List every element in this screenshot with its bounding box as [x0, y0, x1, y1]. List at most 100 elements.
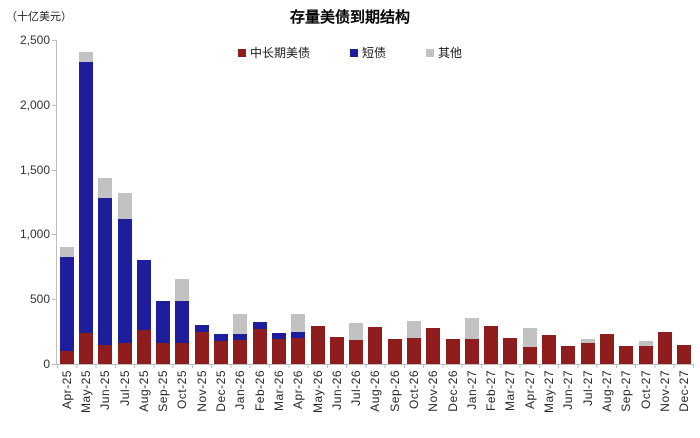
bar-segment	[619, 345, 634, 364]
x-axis-label: Sep-25	[156, 370, 171, 412]
x-axis-label: Jun-27	[561, 370, 576, 410]
bar-segment	[117, 342, 132, 364]
x-label-slot: Jul-27	[578, 370, 597, 406]
bar-slot	[385, 338, 404, 364]
bar-slot	[153, 300, 172, 364]
bar-slot	[597, 333, 616, 364]
x-axis-label: Sep-27	[619, 370, 634, 412]
bar-segment	[175, 342, 190, 364]
x-label-slot: Mar-27	[501, 370, 520, 411]
x-label-slot: Aug-26	[366, 370, 385, 412]
bar-slot	[289, 314, 308, 364]
bar-slot	[327, 337, 346, 364]
bar-segment	[78, 62, 93, 333]
x-axis-label: Jul-26	[349, 370, 364, 406]
y-axis-tick-label: 1,500	[19, 162, 50, 177]
x-label-slot: May-26	[308, 370, 327, 413]
x-label-slot: Dec-25	[211, 370, 230, 412]
x-axis-label: Nov-25	[194, 370, 209, 412]
y-axis-tick	[52, 299, 56, 301]
bar-segment	[349, 323, 364, 340]
bar-slot	[192, 325, 211, 364]
x-label-slot: Aug-25	[134, 370, 153, 412]
bar-slot	[578, 339, 597, 364]
bar-Sep-25	[156, 300, 171, 364]
bar-segment	[368, 327, 383, 364]
x-label-slot: Feb-26	[250, 370, 269, 411]
bar-Aug-27	[599, 333, 614, 364]
y-axis-tick	[52, 169, 56, 171]
x-axis-label: May-25	[78, 370, 93, 414]
bar-segment	[194, 325, 209, 332]
x-axis-label: Nov-27	[657, 370, 672, 412]
bar-segment	[426, 328, 441, 364]
bar-segment	[310, 326, 325, 364]
legend-label: 短债	[361, 46, 386, 60]
bar-slot	[482, 326, 501, 364]
x-label-slot: May-27	[539, 370, 558, 413]
x-label-slot: Dec-27	[675, 370, 694, 412]
bar-segment	[117, 218, 132, 343]
bar-segment	[580, 339, 595, 344]
bar-segment	[580, 343, 595, 364]
bar-Feb-26	[252, 321, 267, 364]
bar-Nov-26	[426, 328, 441, 364]
x-axis-label: Jun-26	[329, 370, 344, 410]
bar-Apr-25	[59, 247, 74, 364]
bar-segment	[464, 338, 479, 364]
bar-slot	[520, 328, 539, 364]
bar-segment	[522, 347, 537, 364]
bar-Jan-26	[233, 314, 248, 364]
x-axis-label: Jun-25	[98, 370, 113, 410]
x-axis-label: Jul-27	[580, 370, 595, 406]
x-label-slot: Jul-26	[346, 370, 365, 406]
bar-segment	[233, 334, 248, 340]
x-axis-label: Mar-26	[271, 370, 286, 412]
bar-Dec-27	[677, 344, 692, 364]
bar-segment	[78, 51, 93, 63]
bar-Sep-26	[387, 338, 402, 364]
x-axis-label: Jul-25	[117, 370, 132, 406]
bar-slot	[76, 51, 95, 364]
bar-segment	[291, 332, 306, 339]
bar-segment	[214, 334, 229, 341]
bar-slot	[501, 338, 520, 364]
x-label-slot: Sep-27	[617, 370, 636, 412]
x-axis-label: Oct-25	[175, 370, 190, 410]
bar-Jul-27	[580, 339, 595, 364]
x-label-slot: Jun-27	[559, 370, 578, 410]
bar-Nov-27	[657, 331, 672, 364]
bar-slot	[96, 178, 115, 364]
legend-swatch	[426, 48, 434, 57]
x-axis-ticks	[57, 364, 694, 368]
bar-segment	[233, 314, 248, 335]
bar-segment	[542, 334, 557, 364]
bar-segment	[349, 340, 364, 364]
bar-slot	[366, 327, 385, 364]
legend-label: 中长期美债	[249, 46, 310, 60]
x-label-slot: Jan-26	[231, 370, 250, 410]
bars-row	[57, 40, 694, 364]
y-axis-tick	[52, 104, 56, 106]
bar-segment	[445, 338, 460, 364]
bar-segment	[59, 257, 74, 351]
bar-Mar-27	[503, 338, 518, 364]
y-axis-tick	[52, 364, 56, 365]
x-label-slot: Aug-27	[597, 370, 616, 412]
legend-item-long-term: 中长期美债	[237, 44, 310, 61]
bar-Dec-26	[445, 338, 460, 364]
bar-segment	[136, 330, 151, 364]
bar-segment	[271, 332, 286, 340]
bar-Apr-27	[522, 328, 537, 364]
bar-segment	[291, 314, 306, 333]
bar-Oct-27	[638, 340, 653, 364]
bar-Sep-27	[619, 345, 634, 364]
x-label-slot: Jan-27	[462, 370, 481, 410]
bar-slot	[559, 345, 578, 364]
bar-segment	[271, 339, 286, 364]
bar-slot	[655, 331, 674, 364]
bar-Oct-26	[406, 321, 421, 364]
bar-segment	[291, 338, 306, 364]
bar-segment	[233, 340, 248, 364]
x-axis-label: Jan-27	[464, 370, 479, 410]
